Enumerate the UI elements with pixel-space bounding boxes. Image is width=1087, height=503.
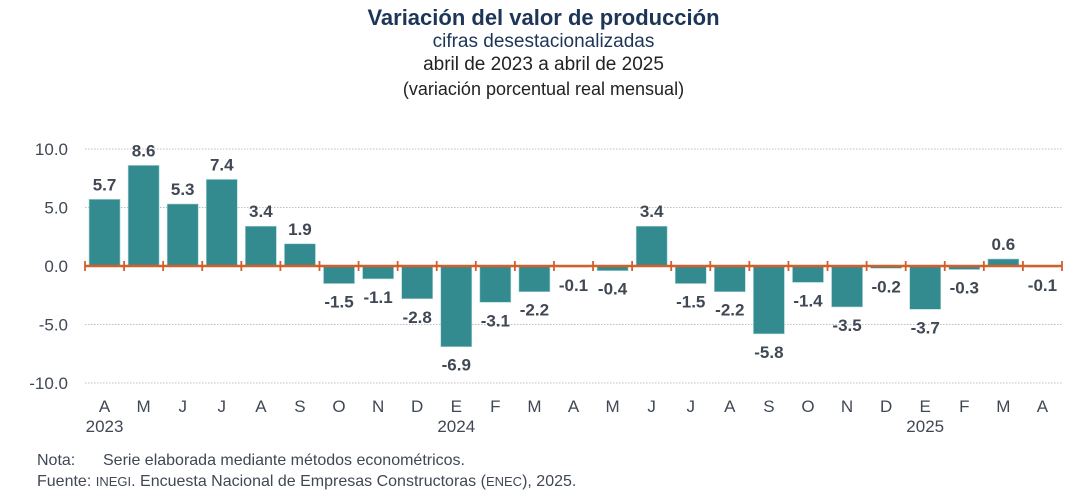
bar xyxy=(674,265,707,284)
bar xyxy=(753,265,785,335)
source-text-1: . Encuesta Nacional de Empresas Construc… xyxy=(131,473,486,490)
value-label: 3.4 xyxy=(249,202,273,221)
value-label: -1.5 xyxy=(324,293,353,312)
x-axis xyxy=(84,261,1063,271)
source-text-2: ), 2025. xyxy=(522,473,577,490)
y-tick-label: 5.0 xyxy=(44,199,68,218)
y-tick-label: -10.0 xyxy=(29,374,68,393)
x-tick-label: A xyxy=(568,397,580,416)
chart-subtitle: cifras desestacionalizadas xyxy=(432,31,655,52)
y-axis-ticks: 10.0 5.0 0.0 -5.0 -10.0 xyxy=(29,140,68,393)
value-label: 5.3 xyxy=(171,180,195,199)
value-labels: 5.7 8.6 5.3 7.4 3.4 1.9 -1.5 -1.1 -2.8 -6.9 -3.1 -2… xyxy=(93,141,1057,374)
bar xyxy=(479,265,512,303)
value-label: -0.1 xyxy=(1028,276,1057,295)
value-label: -6.9 xyxy=(442,356,471,375)
chart-title: Variación del valor de producción xyxy=(367,5,720,30)
x-tick-label: N xyxy=(841,397,853,416)
value-label: -0.2 xyxy=(871,277,900,296)
x-tick-label: M xyxy=(996,397,1010,416)
x-tick-label: S xyxy=(294,397,305,416)
note-text: Serie elaborada mediante métodos economé… xyxy=(103,452,465,469)
x-tick-label: M xyxy=(527,397,541,416)
bar xyxy=(205,179,238,267)
x-tick-label: J xyxy=(647,397,656,416)
bar xyxy=(792,265,824,283)
x-tick-label: S xyxy=(763,397,774,416)
value-label: -5.8 xyxy=(754,343,783,362)
source-label: Fuente: xyxy=(37,473,92,490)
source-org: INEGI xyxy=(95,474,132,489)
x-tick-label: D xyxy=(411,397,423,416)
x-tick-label: M xyxy=(137,397,151,416)
value-label: -0.3 xyxy=(950,279,979,298)
x-tick-label: A xyxy=(724,397,736,416)
bar xyxy=(401,265,433,300)
x-tick-label: O xyxy=(801,397,814,416)
value-label: -2.2 xyxy=(520,301,549,320)
bar xyxy=(831,265,863,308)
x-tick-label: A xyxy=(1037,397,1049,416)
value-label: -1.5 xyxy=(676,293,705,312)
x-tick-label: M xyxy=(605,397,619,416)
bar xyxy=(714,265,746,293)
x-tick-label: A xyxy=(99,397,111,416)
value-label: 3.4 xyxy=(640,202,664,221)
value-label: -0.4 xyxy=(598,280,628,299)
y-tick-label: 0.0 xyxy=(44,257,68,276)
y-tick-label: -5.0 xyxy=(39,316,68,335)
footnotes: Nota: Serie elaborada mediante métodos ec… xyxy=(37,450,576,492)
y-tick-label: 10.0 xyxy=(35,140,68,159)
x-tick-label: J xyxy=(686,397,695,416)
value-label: -3.7 xyxy=(911,318,940,337)
bar xyxy=(88,199,121,267)
chart-period: abril de 2023 a abril de 2025 xyxy=(423,54,664,75)
value-label: 0.6 xyxy=(992,235,1016,254)
value-label: -3.1 xyxy=(481,311,510,330)
bar xyxy=(284,243,316,267)
year-label: 2025 xyxy=(906,417,944,436)
value-label: -1.1 xyxy=(363,288,392,307)
bar xyxy=(909,265,942,310)
value-label: -2.2 xyxy=(715,301,744,320)
bar xyxy=(440,265,473,348)
note-label: Nota: xyxy=(37,452,76,469)
value-label: 5.7 xyxy=(93,175,117,194)
bar xyxy=(127,165,160,267)
x-tick-label: O xyxy=(332,397,345,416)
x-tick-label: J xyxy=(218,397,227,416)
value-label: -3.5 xyxy=(832,316,861,335)
bar xyxy=(245,225,277,267)
x-tick-label: A xyxy=(255,397,267,416)
value-label: 8.6 xyxy=(132,141,156,160)
x-tick-label: E xyxy=(920,397,931,416)
value-label: 1.9 xyxy=(288,220,312,239)
x-tick-label: D xyxy=(880,397,892,416)
chart-titles: Variación del valor de producción cifras… xyxy=(0,4,1087,101)
x-tick-label: E xyxy=(451,397,462,416)
source-abbr: ENEC xyxy=(485,474,523,489)
bar xyxy=(518,265,551,293)
x-tick-label: J xyxy=(178,397,187,416)
x-tick-label: F xyxy=(959,397,969,416)
x-tick-label: N xyxy=(372,397,384,416)
bars xyxy=(88,165,1059,348)
gridlines xyxy=(85,148,1062,384)
value-label: -0.1 xyxy=(559,276,588,295)
bar xyxy=(362,265,394,280)
note-line: Nota: Serie elaborada mediante métodos ec… xyxy=(37,450,576,471)
bar xyxy=(166,203,199,267)
chart-units: (variación porcentual real mensual) xyxy=(402,79,685,99)
x-tick-label: F xyxy=(490,397,500,416)
year-label: 2023 xyxy=(86,417,124,436)
bar xyxy=(635,225,668,267)
value-label: -2.8 xyxy=(403,308,432,327)
value-label: 7.4 xyxy=(210,155,234,174)
bar xyxy=(323,265,355,284)
value-label: -1.4 xyxy=(793,291,823,310)
year-label: 2024 xyxy=(437,417,475,436)
source-line: Fuente: INEGI. Encuesta Nacional de Empr… xyxy=(37,471,576,492)
